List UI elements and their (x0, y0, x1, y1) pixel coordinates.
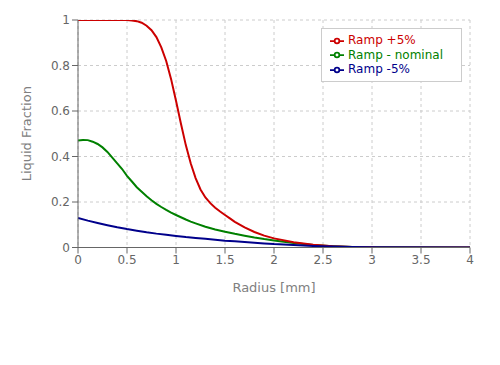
svg-text:0.6: 0.6 (51, 104, 70, 118)
html-text:Ramp +5%: Ramp +5% (348, 33, 416, 47)
svg-text:0.4: 0.4 (51, 150, 70, 164)
html-text:Ramp - nominal: Ramp - nominal (348, 47, 443, 62)
svg-text:1: 1 (172, 253, 180, 267)
svg-text:3.5: 3.5 (411, 253, 430, 267)
html-text:Ramp -5%: Ramp -5% (348, 62, 410, 76)
svg-text:Radius [mm]: Radius [mm] (232, 280, 315, 295)
svg-text:0: 0 (74, 253, 82, 267)
svg-text:0.2: 0.2 (51, 195, 70, 209)
svg-text:0.5: 0.5 (117, 253, 136, 267)
svg-text:0.8: 0.8 (51, 59, 70, 73)
svg-text:0: 0 (62, 241, 70, 255)
svg-text:Liquid Fraction: Liquid Fraction (19, 86, 34, 181)
svg-text:1: 1 (62, 13, 70, 27)
svg-text:2.5: 2.5 (313, 253, 332, 267)
svg-text:2: 2 (270, 253, 278, 267)
svg-text:3: 3 (368, 253, 376, 267)
svg-text:4: 4 (466, 253, 474, 267)
svg-text:1.5: 1.5 (215, 253, 234, 267)
